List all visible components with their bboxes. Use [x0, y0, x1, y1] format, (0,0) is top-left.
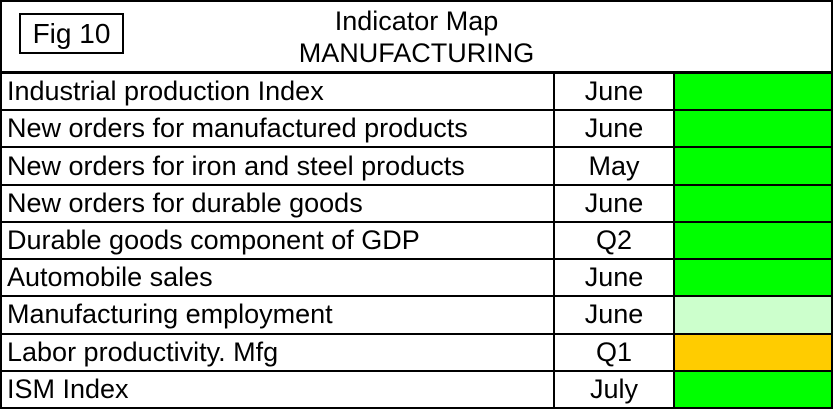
- figure-title: Indicator Map: [334, 6, 499, 36]
- table-row: ISM Index July: [2, 371, 831, 407]
- period-cell: Q1: [553, 334, 675, 370]
- status-color-cell: [675, 74, 831, 110]
- status-color-cell: [675, 260, 831, 296]
- figure-label-box: Fig 10: [19, 13, 124, 54]
- period-cell: June: [553, 74, 675, 110]
- period-cell: July: [553, 371, 675, 407]
- figure-subtitle: MANUFACTURING: [298, 38, 535, 68]
- status-color-cell: [675, 222, 831, 259]
- table-row: Durable goods component of GDP Q2: [2, 222, 831, 261]
- indicator-name-cell: New orders for iron and steel products: [7, 150, 465, 181]
- period-cell: May: [553, 148, 675, 184]
- status-color-cell: [675, 185, 831, 221]
- table-row: New orders for manufactured products Jun…: [2, 111, 831, 149]
- indicator-name-cell: Durable goods component of GDP: [7, 224, 420, 255]
- indicator-name-cell: Automobile sales: [7, 262, 213, 293]
- indicator-name-cell: Industrial production Index: [7, 76, 324, 107]
- table-row: New orders for durable goods June: [2, 185, 831, 223]
- table-row: New orders for iron and steel products M…: [2, 148, 831, 186]
- indicator-name-cell: Labor productivity. Mfg: [7, 336, 279, 367]
- figure-label: Fig 10: [32, 17, 111, 49]
- indicator-name-cell: New orders for manufactured products: [7, 113, 468, 144]
- period-cell: June: [553, 260, 675, 296]
- period-cell: June: [553, 111, 675, 147]
- figure-header: Fig 10 Indicator Map MANUFACTURING: [2, 2, 831, 74]
- indicator-name-cell: New orders for durable goods: [7, 187, 363, 218]
- indicator-name-cell: ISM Index: [7, 373, 129, 404]
- table-row: Labor productivity. Mfg Q1: [2, 334, 831, 372]
- indicator-table: Industrial production Index June New ord…: [2, 74, 831, 407]
- status-color-cell: [675, 111, 831, 147]
- figure-titles: Indicator Map MANUFACTURING: [2, 5, 831, 69]
- status-color-cell: [675, 334, 831, 370]
- table-row: Industrial production Index June: [2, 74, 831, 112]
- indicator-name-cell: Manufacturing employment: [7, 299, 333, 330]
- status-color-cell: [675, 297, 831, 333]
- period-cell: June: [553, 185, 675, 221]
- status-color-cell: [675, 371, 831, 407]
- period-cell: Q2: [553, 222, 675, 259]
- table-row: Automobile sales June: [2, 260, 831, 298]
- period-cell: June: [553, 297, 675, 333]
- table-row: Manufacturing employment June: [2, 297, 831, 335]
- status-color-cell: [675, 148, 831, 184]
